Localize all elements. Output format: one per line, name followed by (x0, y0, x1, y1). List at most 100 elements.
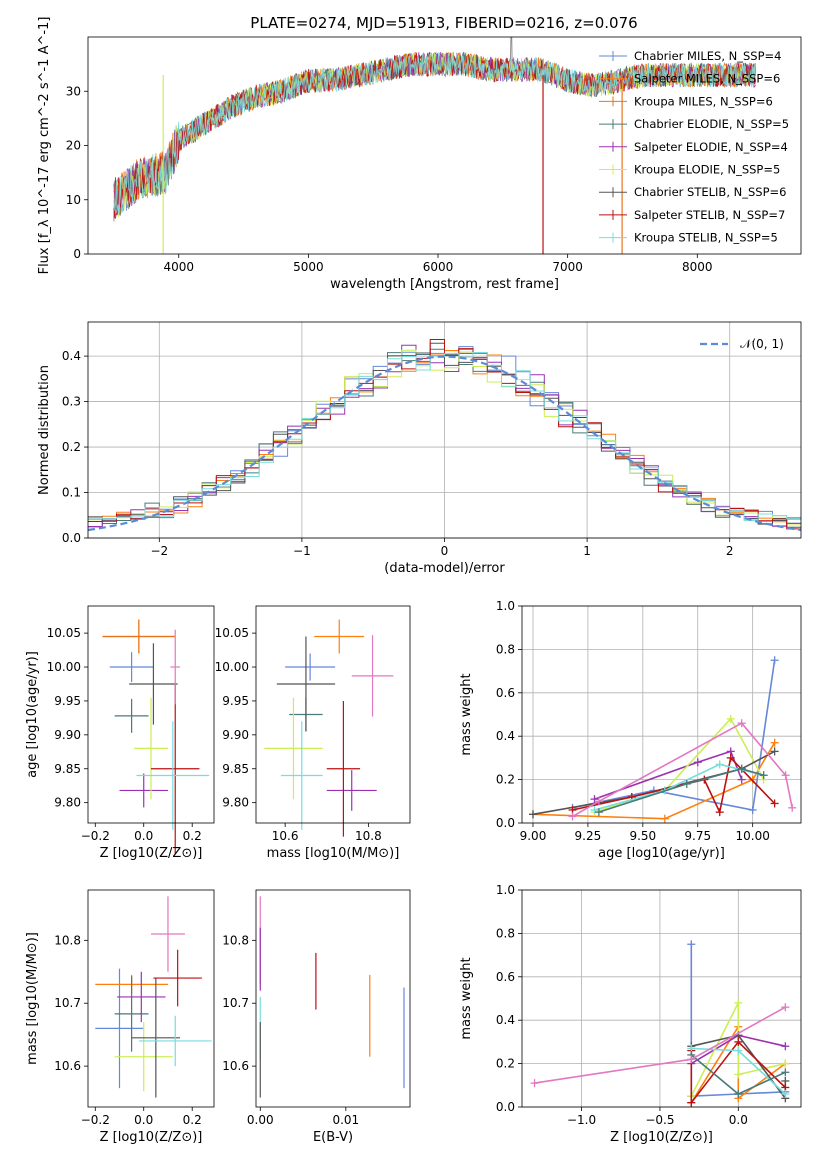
y-tick-label: 0.6 (496, 686, 515, 700)
y-tick-label: 0.4 (496, 1013, 515, 1027)
y-tick-label: 0.2 (496, 773, 515, 787)
x-tick-label: −0.2 (81, 829, 110, 843)
errorbar-point (326, 700, 361, 837)
plot-area (102, 619, 210, 854)
y-axis-label: Normed distribution (37, 365, 52, 495)
y-tick-label: 9.95 (54, 694, 81, 708)
legend-entry: 𝒩(0, 1) (740, 337, 784, 351)
weight-series (568, 719, 797, 821)
errorbar-point (131, 978, 181, 1098)
x-tick-label: 2 (726, 544, 734, 558)
legend-entry: Chabrier ELODIE, N_SSP=5 (634, 117, 789, 131)
x-tick-label: 10.00 (735, 829, 769, 843)
chart-mass_vs_ebv: 0.00 0.01 10.6 10.7 10.8 E(B-V) (222, 889, 411, 1145)
errorbar-point (280, 721, 323, 830)
y-tick-label: 9.95 (222, 694, 249, 708)
y-tick-label: 10.00 (47, 660, 81, 674)
x-tick-label: 9.75 (684, 829, 711, 843)
y-tick-label: 10 (66, 193, 81, 207)
x-tick-label: 0.01 (332, 1113, 359, 1127)
x-axis-label: E(B-V) (313, 1130, 353, 1145)
weight-line (594, 750, 743, 800)
errorbar-point (326, 770, 377, 811)
y-tick-label: 9.85 (54, 762, 81, 776)
axes-frame (255, 605, 411, 824)
errorbar-point (351, 635, 394, 717)
plot-area (530, 940, 790, 1107)
x-tick-label: 0 (441, 544, 449, 558)
x-tick-label: 6000 (423, 260, 454, 274)
errorbar-point (138, 1015, 212, 1067)
x-tick-label: 9.50 (629, 829, 656, 843)
x-tick-label: 0.2 (183, 1113, 202, 1127)
errorbar-point (114, 698, 149, 733)
chart-mass_vs_z: −0.2 0.0 0.2 10.6 10.7 10.8 Z [log10(Z/Z⊙)] mas… (25, 889, 215, 1145)
y-axis-label: age [log10(age/yr)] (25, 651, 40, 778)
x-tick-label: 0.0 (729, 1113, 748, 1127)
chart-age_vs_mass: 10.6 10.8 9.80 9.85 9.90 9.95 10.00 10.05 mass [… (215, 605, 411, 861)
legend-entry: Kroupa MILES, N_SSP=6 (634, 94, 773, 108)
y-tick-label: 20 (66, 139, 81, 153)
weight-line (572, 660, 776, 811)
weight-line (690, 1040, 786, 1106)
y-tick-label: 10.00 (215, 660, 249, 674)
y-tick-label: 1.0 (496, 599, 515, 613)
y-tick-label: 1.0 (496, 883, 515, 897)
legend-entry: Salpeter ELODIE, N_SSP=4 (634, 140, 788, 154)
x-axis-label: age [log10(age/yr)] (598, 846, 725, 861)
spectrum-line (113, 52, 756, 213)
x-tick-label: 7000 (552, 260, 583, 274)
y-tick-label: 10.7 (222, 996, 249, 1010)
plot-area (528, 656, 797, 823)
y-tick-label: 0.1 (62, 486, 81, 500)
y-tick-label: 0.8 (496, 926, 515, 940)
normal-curve (87, 355, 802, 532)
errorbar-point (117, 971, 166, 1023)
y-tick-label: 0.4 (62, 349, 81, 363)
x-tick-label: −1 (293, 544, 311, 558)
y-tick-label: 10.05 (215, 626, 249, 640)
y-tick-label: 10.05 (47, 626, 81, 640)
errorbar-point (170, 629, 181, 705)
errorbar-point (285, 653, 336, 681)
x-tick-label: 0.2 (183, 829, 202, 843)
weight-line (594, 717, 765, 813)
y-tick-label: 0.6 (496, 970, 515, 984)
x-axis-label: (data-model)/error (384, 561, 505, 576)
x-tick-label: 9.00 (520, 829, 547, 843)
x-tick-label: 1 (583, 544, 591, 558)
y-tick-label: 10.7 (54, 996, 81, 1010)
errorbar-point (102, 619, 176, 654)
errorbar-point (153, 949, 202, 1007)
chart-spectrum: 4000 5000 6000 7000 8000 0 10 20 30 wavelength [A… (37, 17, 802, 292)
axes-frame (521, 605, 802, 824)
x-axis-label: Z [log10(Z/Z⊙)] (100, 846, 203, 861)
chart-age_vs_z: −0.2 0.0 0.2 9.80 9.85 9.90 9.95 10.00 10.05 Z [l… (25, 605, 215, 861)
y-tick-label: 0.4 (496, 729, 515, 743)
y-axis-label: Flux [f_λ 10^-17 erg cm^-2 s^-1 A^-1] (37, 17, 52, 275)
legend: Chabrier MILES, N_SSP=4 Salpeter MILES, N… (599, 49, 789, 245)
y-axis-label: mass [log10(M/M⊙)] (25, 932, 40, 1065)
y-tick-label: 9.90 (54, 728, 81, 742)
histogram-series (88, 344, 801, 527)
y-tick-label: 9.90 (222, 728, 249, 742)
x-tick-label: 0.0 (134, 1113, 153, 1127)
y-tick-label: 9.80 (222, 796, 249, 810)
legend-entry: Kroupa STELIB, N_SSP=5 (634, 231, 778, 245)
weight-line (598, 767, 764, 813)
weight-line (690, 944, 786, 1098)
y-tick-label: 30 (66, 84, 81, 98)
x-tick-label: 10.6 (272, 829, 299, 843)
x-axis-label: Z [log10(Z/Z⊙)] (100, 1130, 203, 1145)
x-tick-label: −1.0 (567, 1113, 596, 1127)
plot-area (259, 896, 405, 1098)
y-tick-label: 0.3 (62, 395, 81, 409)
chart-massweight_vs_age: 9.00 9.25 9.50 9.75 10.00 0.0 0.2 0.4 0.6 0.8 1.0 a… (459, 599, 802, 861)
x-tick-label: 4000 (163, 260, 194, 274)
y-tick-label: 10.6 (54, 1059, 81, 1073)
x-tick-label: −0.2 (81, 1113, 110, 1127)
axes-frame (87, 36, 802, 255)
errorbar-point (276, 636, 336, 732)
x-tick-label: 8000 (682, 260, 713, 274)
